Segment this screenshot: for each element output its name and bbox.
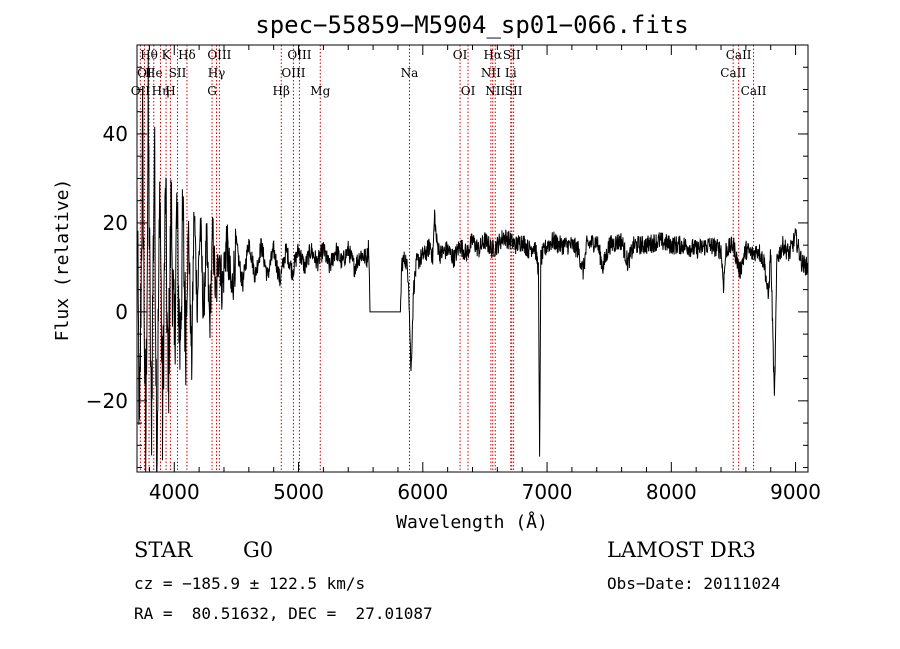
object-class: STAR xyxy=(134,538,193,562)
spectral-line-label: Hδ xyxy=(178,48,196,62)
spectral-line-label: Hη xyxy=(152,84,170,98)
spectral-line-label: Hγ xyxy=(208,66,226,80)
spectral-line-label: NII xyxy=(485,84,505,98)
spectral-line-label: OIII xyxy=(207,48,231,62)
y-tick-label: 40 xyxy=(103,122,128,146)
survey-name: LAMOST DR3 xyxy=(607,538,756,562)
spectral-line-label: CaII xyxy=(741,84,767,98)
spectral-line-label: Hβ xyxy=(273,84,290,98)
spectral-line-label: Hα xyxy=(483,48,502,62)
x-axis-label: Wavelength (Å) xyxy=(396,511,548,533)
y-axis-label: Flux (relative) xyxy=(52,179,73,342)
y-tick-label: 20 xyxy=(103,211,128,235)
observation-date: Obs−Date: 20111024 xyxy=(607,574,781,593)
x-tick-label: 8000 xyxy=(646,480,697,504)
spectral-line-label: He xyxy=(145,66,163,80)
plot-frame xyxy=(136,44,809,473)
flux-series-line xyxy=(136,52,809,473)
spectral-line-label: SII xyxy=(505,84,523,98)
spectral-line-label: Li xyxy=(505,66,517,80)
spectral-line-label: CaII xyxy=(720,66,746,80)
y-tick-label: −20 xyxy=(86,389,128,413)
spectral-line-label: G xyxy=(207,84,217,98)
spectral-line-label: OI xyxy=(461,84,476,98)
spectral-line-label: Mg xyxy=(310,84,330,98)
spectral-line-label: Hθ xyxy=(140,48,158,62)
spectral-line-label: Na xyxy=(401,66,419,80)
spectral-line-label: K xyxy=(162,48,172,62)
spectral-line-label: OIII xyxy=(287,48,311,62)
chart-title: spec−55859−M5904_sp01−066.fits xyxy=(255,11,688,39)
x-tick-label: 4000 xyxy=(149,480,200,504)
x-tick-label: 5000 xyxy=(273,480,324,504)
spectral-line-label: OII xyxy=(131,84,151,98)
redshift-cz: cz = −185.9 ± 122.5 km/s xyxy=(134,574,366,593)
axis-ticks: 4000 5000 6000 7000 8000 9000 −20 0 20 40 xyxy=(86,45,821,504)
y-tick-label: 0 xyxy=(115,300,128,324)
x-tick-label: 7000 xyxy=(522,480,573,504)
spectral-line-label: OI xyxy=(453,48,468,62)
x-tick-label: 9000 xyxy=(770,480,821,504)
object-subclass: G0 xyxy=(243,538,274,562)
spectral-line-label: CaII xyxy=(726,48,752,62)
coordinates: RA = 80.51632, DEC = 27.01087 xyxy=(134,604,433,623)
spectral-line-label: OIII xyxy=(281,66,305,80)
x-tick-label: 6000 xyxy=(397,480,448,504)
spectral-line-label: NII xyxy=(481,66,501,80)
spectral-line-label: SII xyxy=(169,66,187,80)
spectral-line-label: H xyxy=(165,84,175,98)
spectral-line-label: SII xyxy=(503,48,521,62)
